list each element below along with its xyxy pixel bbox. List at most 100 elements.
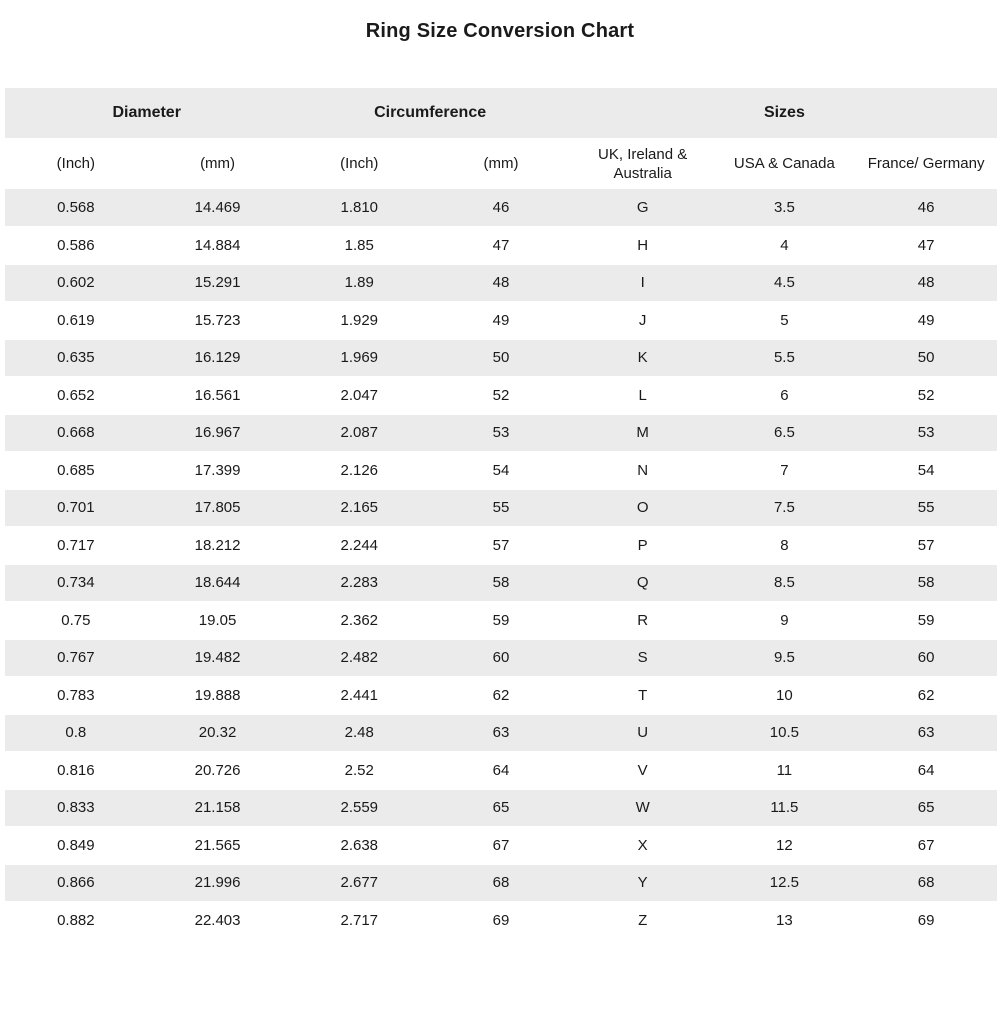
table-row: 0.701 17.805 2.165 55 O 7.5 55 [5, 489, 997, 528]
cell: 0.8 [5, 714, 147, 753]
cell: 68 [855, 864, 997, 903]
cell: M [571, 414, 714, 453]
cell: 0.586 [5, 226, 147, 265]
cell: 5 [713, 301, 856, 340]
cell: 0.882 [5, 901, 147, 940]
cell: L [571, 376, 714, 415]
column-header-circumference-inch: (Inch) [288, 138, 431, 189]
table-row: 0.8 20.32 2.48 63 U 10.5 63 [5, 714, 997, 753]
table-row: 0.717 18.212 2.244 57 P 8 57 [5, 526, 997, 565]
cell: Q [571, 564, 714, 603]
cell: 1.89 [288, 264, 431, 303]
cell: 0.668 [5, 414, 147, 453]
cell: R [571, 601, 714, 640]
cell: 0.619 [5, 301, 147, 340]
cell: 0.849 [5, 826, 147, 865]
cell: W [571, 789, 714, 828]
cell: 65 [855, 789, 997, 828]
cell: 12.5 [713, 864, 856, 903]
table-row: 0.602 15.291 1.89 48 I 4.5 48 [5, 264, 997, 303]
cell: 1.810 [288, 189, 431, 228]
cell: 20.32 [146, 714, 289, 753]
column-header-france-germany: France/ Germany [855, 138, 997, 189]
cell: 64 [855, 751, 997, 790]
cell: 19.482 [146, 639, 289, 678]
cell: 4.5 [713, 264, 856, 303]
cell: 20.726 [146, 751, 289, 790]
column-header-row: (Inch) (mm) (Inch) (mm) UK, Ireland & Au… [5, 138, 997, 189]
cell: 2.482 [288, 639, 431, 678]
cell: 16.561 [146, 376, 289, 415]
cell: 11.5 [713, 789, 856, 828]
cell: 21.565 [146, 826, 289, 865]
table-body: 0.568 14.469 1.810 46 G 3.5 46 0.586 14.884 1.85 4… [5, 189, 997, 940]
cell: 0.833 [5, 789, 147, 828]
cell: P [571, 526, 714, 565]
cell: 2.638 [288, 826, 431, 865]
cell: 15.291 [146, 264, 289, 303]
cell: 15.723 [146, 301, 289, 340]
cell: 49 [430, 301, 572, 340]
cell: 58 [430, 564, 572, 603]
table-row: 0.75 19.05 2.362 59 R 9 59 [5, 601, 997, 640]
cell: 57 [855, 526, 997, 565]
cell: V [571, 751, 714, 790]
cell: 21.158 [146, 789, 289, 828]
cell: 52 [855, 376, 997, 415]
cell: 7.5 [713, 489, 856, 528]
table-row: 0.568 14.469 1.810 46 G 3.5 46 [5, 189, 997, 228]
cell: 67 [855, 826, 997, 865]
cell: 49 [855, 301, 997, 340]
cell: 58 [855, 564, 997, 603]
cell: Z [571, 901, 714, 940]
cell: 67 [430, 826, 572, 865]
cell: 1.85 [288, 226, 431, 265]
cell: O [571, 489, 714, 528]
table-row: 0.668 16.967 2.087 53 M 6.5 53 [5, 414, 997, 453]
cell: 2.165 [288, 489, 431, 528]
cell: 14.884 [146, 226, 289, 265]
cell: 13 [713, 901, 856, 940]
cell: 5.5 [713, 339, 856, 378]
cell: 54 [855, 451, 997, 490]
cell: 2.559 [288, 789, 431, 828]
cell: U [571, 714, 714, 753]
cell: 9.5 [713, 639, 856, 678]
table-row: 0.767 19.482 2.482 60 S 9.5 60 [5, 639, 997, 678]
cell: 60 [430, 639, 572, 678]
cell: 7 [713, 451, 856, 490]
table-row: 0.882 22.403 2.717 69 Z 13 69 [5, 901, 997, 940]
cell: 21.996 [146, 864, 289, 903]
cell: 14.469 [146, 189, 289, 228]
cell: 10 [713, 676, 856, 715]
cell: 0.568 [5, 189, 147, 228]
cell: H [571, 226, 714, 265]
cell: 11 [713, 751, 856, 790]
cell: 6.5 [713, 414, 856, 453]
table-row: 0.849 21.565 2.638 67 X 12 67 [5, 826, 997, 865]
cell: 2.362 [288, 601, 431, 640]
table-row: 0.635 16.129 1.969 50 K 5.5 50 [5, 339, 997, 378]
cell: 55 [430, 489, 572, 528]
cell: 63 [430, 714, 572, 753]
cell: 17.399 [146, 451, 289, 490]
table-row: 0.816 20.726 2.52 64 V 11 64 [5, 751, 997, 790]
cell: 2.244 [288, 526, 431, 565]
cell: 48 [855, 264, 997, 303]
cell: Y [571, 864, 714, 903]
cell: T [571, 676, 714, 715]
cell: 0.685 [5, 451, 147, 490]
cell: J [571, 301, 714, 340]
group-header-circumference: Circumference [288, 88, 572, 138]
cell: 48 [430, 264, 572, 303]
cell: X [571, 826, 714, 865]
column-header-circumference-mm: (mm) [430, 138, 572, 189]
cell: 2.087 [288, 414, 431, 453]
column-header-usa-canada: USA & Canada [713, 138, 856, 189]
cell: 1.929 [288, 301, 431, 340]
cell: 0.717 [5, 526, 147, 565]
cell: 47 [430, 226, 572, 265]
cell: 0.767 [5, 639, 147, 678]
cell: 19.05 [146, 601, 289, 640]
table-row: 0.685 17.399 2.126 54 N 7 54 [5, 451, 997, 490]
